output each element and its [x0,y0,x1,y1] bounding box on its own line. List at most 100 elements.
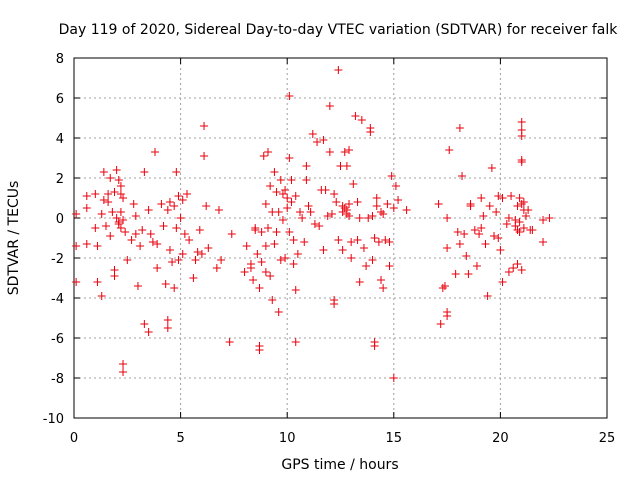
data-point [112,166,121,174]
data-point [306,208,315,216]
data-point [144,206,153,214]
data-point [362,262,371,270]
data-point [82,192,91,200]
data-point [101,222,110,230]
tick-labels: 0 5 10 15 20 25 -10 -8 -6 -4 -2 0 2 4 6 8 [43,52,616,446]
data-point [283,194,292,202]
data-point [515,218,524,226]
data-point [353,236,362,244]
data-point [170,202,179,210]
data-point [242,242,251,250]
data-point [472,262,481,270]
data-point [114,176,123,184]
data-point [539,238,548,246]
data-point [513,260,522,268]
data-point [255,284,264,292]
data-point [359,244,368,252]
data-point [180,230,189,238]
data-point [153,264,162,272]
data-point [507,192,516,200]
data-point [319,136,328,144]
data-point [342,162,351,170]
data-point [264,224,273,232]
data-point [116,182,125,190]
data-point [327,210,336,218]
data-point [368,256,377,264]
data-point [91,224,100,232]
data-point [274,308,283,316]
data-point [368,212,377,220]
plot-frame [73,57,608,419]
data-point [466,200,475,208]
data-point [116,224,125,232]
data-point [291,286,300,294]
data-point [455,240,464,248]
data-point [259,152,268,160]
data-point [487,164,496,172]
data-point [195,226,204,234]
grid-lines [74,58,607,418]
data-point [323,212,332,220]
data-point [283,204,292,212]
data-point [276,176,285,184]
x-tick-label: 0 [70,431,78,446]
data-point [136,242,145,250]
data-point [381,236,390,244]
data-point [477,194,486,202]
data-point [434,200,443,208]
data-point [289,236,298,244]
data-point [119,194,128,202]
data-point [82,204,91,212]
data-point [146,230,155,238]
data-point [302,162,311,170]
data-point [355,214,364,222]
data-point [110,188,119,196]
data-point [462,252,471,260]
data-point [524,206,533,214]
data-point [287,198,296,206]
data-point [257,258,266,266]
data-point [291,338,300,346]
data-point [366,128,375,136]
data-point [153,240,162,248]
data-point [293,250,302,258]
data-point [138,226,147,234]
data-point [144,328,153,336]
data-point [357,116,366,124]
data-point [202,202,211,210]
data-point [340,204,349,212]
data-point [451,270,460,278]
data-point [157,200,166,208]
data-point [159,222,168,230]
x-tick-label: 10 [279,431,296,446]
data-point [443,214,452,222]
data-point [204,244,213,252]
data-point [372,194,381,202]
data-point [278,190,287,198]
data-point [377,208,386,216]
data-point [133,282,142,290]
data-point [345,200,354,208]
data-point [338,246,347,254]
data-point [93,242,102,250]
data-point [174,256,183,264]
data-point [72,210,81,218]
data-series [72,66,554,382]
data-point [374,238,383,246]
y-tick-label: 6 [56,92,64,107]
data-point [464,270,473,278]
data-point [129,200,138,208]
data-point [345,146,354,154]
data-point [490,232,499,240]
data-point [163,206,172,214]
y-tick-label: 8 [56,52,64,67]
data-point [165,246,174,254]
data-point [389,204,398,212]
data-point [148,238,157,246]
data-point [131,230,140,238]
data-point [200,152,209,160]
data-point [264,148,273,156]
data-point [515,228,524,236]
data-point [310,220,319,228]
data-point [163,324,172,332]
